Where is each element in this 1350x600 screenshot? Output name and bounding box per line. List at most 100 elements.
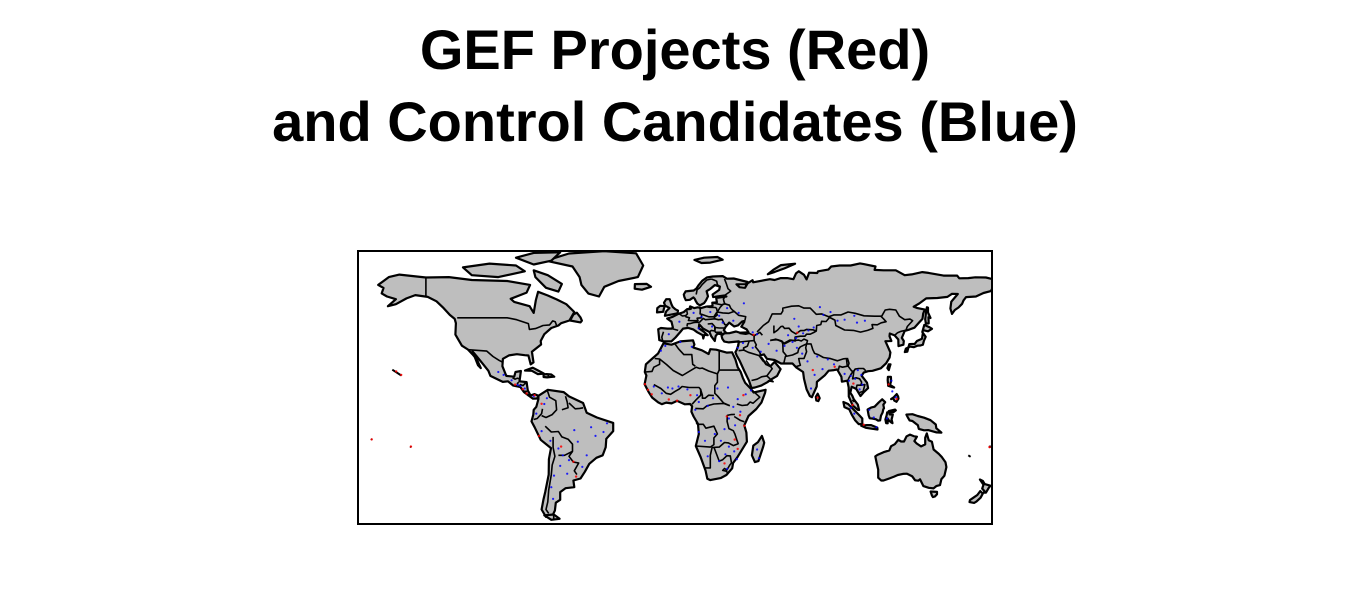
landmass-tierra-del-fuego: [543, 513, 561, 521]
gef-project-point: [409, 445, 413, 448]
landmass-hokkaido: [921, 323, 934, 334]
gef-project-point: [525, 392, 528, 395]
control-candidates-layer: [497, 302, 897, 500]
landmass-north-america: [377, 273, 576, 400]
control-candidate-point: [677, 385, 680, 388]
world-map: [357, 250, 993, 525]
control-candidate-point: [713, 432, 716, 436]
control-candidate-point: [535, 412, 538, 415]
control-candidate-point: [543, 402, 546, 406]
country-border-46: [684, 308, 703, 322]
control-candidate-point: [659, 349, 662, 352]
control-candidate-point: [709, 310, 712, 314]
landmass-new-zealand-south: [968, 490, 984, 504]
control-candidate-point: [783, 344, 786, 347]
country-border-2: [468, 348, 504, 364]
control-candidate-point: [716, 387, 719, 390]
country-border-6: [545, 436, 556, 514]
control-candidate-point: [787, 334, 790, 337]
gef-project-point: [811, 368, 814, 372]
control-candidate-point: [843, 372, 846, 375]
control-candidate-point: [797, 325, 800, 328]
control-candidate-point: [813, 373, 816, 376]
control-candidate-point: [891, 390, 894, 393]
control-candidate-point: [856, 369, 859, 372]
control-candidate-point: [860, 373, 863, 376]
country-border-17: [691, 388, 702, 405]
gef-project-point: [742, 394, 745, 397]
control-candidate-point: [581, 465, 584, 468]
gef-project-point: [646, 388, 650, 391]
gef-project-point: [733, 438, 736, 441]
control-candidate-point: [602, 430, 605, 434]
control-candidate-point: [502, 373, 505, 376]
control-candidate-point: [744, 393, 747, 396]
control-candidate-point: [847, 379, 851, 382]
country-border-33: [806, 343, 849, 371]
landmass-new-zealand-north: [978, 478, 992, 494]
gef-project-point: [852, 382, 855, 385]
control-candidate-point: [739, 410, 742, 413]
control-candidate-point: [742, 302, 745, 305]
control-candidate-point: [694, 408, 697, 411]
country-border-23: [713, 446, 733, 474]
control-candidate-point: [829, 310, 832, 314]
control-candidate-point: [726, 307, 729, 310]
control-candidate-point: [759, 350, 762, 353]
country-border-62: [695, 278, 712, 295]
control-candidate-point: [885, 417, 889, 420]
gef-project-point: [650, 393, 653, 396]
country-border-10: [561, 395, 569, 411]
gef-project-point: [395, 370, 398, 373]
gef-project-point: [521, 388, 524, 391]
country-border-44: [851, 399, 856, 403]
control-candidate-point: [801, 352, 804, 355]
landmass-svalbard: [693, 255, 724, 265]
control-candidate-point: [849, 374, 852, 377]
world-map-canvas: [357, 250, 993, 525]
country-border-39: [894, 329, 906, 336]
country-border-61: [711, 278, 720, 287]
control-candidate-point: [718, 460, 721, 463]
landmass-eurasia: [657, 262, 993, 412]
country-border-59: [707, 322, 716, 331]
control-candidate-point: [727, 445, 730, 448]
chart-title: GEF Projects (Red) and Control Candidate…: [0, 14, 1350, 158]
control-candidate-point: [497, 370, 500, 374]
control-candidate-point: [791, 340, 794, 344]
country-border-13: [653, 383, 714, 399]
control-candidate-point: [749, 389, 753, 392]
country-border-7: [568, 450, 580, 476]
control-candidate-point: [686, 388, 689, 391]
control-candidate-point: [775, 349, 778, 352]
control-candidate-point: [853, 412, 856, 415]
country-border-19: [736, 389, 761, 407]
control-candidate-point: [678, 320, 681, 323]
control-candidate-point: [585, 454, 588, 457]
control-candidate-point: [559, 464, 562, 467]
country-border-4: [541, 390, 558, 419]
gef-project-point: [533, 394, 536, 397]
control-candidate-point: [818, 306, 821, 309]
control-candidate-point: [690, 345, 693, 348]
gef-project-point: [743, 424, 746, 427]
control-candidate-point: [767, 342, 770, 345]
gef-project-point: [675, 399, 679, 402]
landmass-borneo: [866, 398, 887, 422]
control-candidate-point: [567, 459, 571, 462]
control-candidate-point: [573, 429, 576, 432]
control-candidate-point: [756, 448, 759, 451]
landmass-baffin: [532, 269, 563, 293]
country-border-56: [694, 329, 697, 333]
control-candidate-point: [816, 355, 819, 358]
landmass-taiwan: [886, 363, 892, 372]
control-candidate-point: [660, 392, 663, 395]
control-candidate-point: [863, 319, 866, 322]
country-border-36: [770, 316, 831, 345]
control-candidate-point: [726, 467, 729, 470]
country-border-45: [689, 306, 693, 311]
control-candidate-point: [552, 497, 555, 500]
country-border-9: [568, 402, 584, 410]
gef-project-point: [895, 397, 898, 401]
landmass-ireland: [655, 304, 666, 314]
